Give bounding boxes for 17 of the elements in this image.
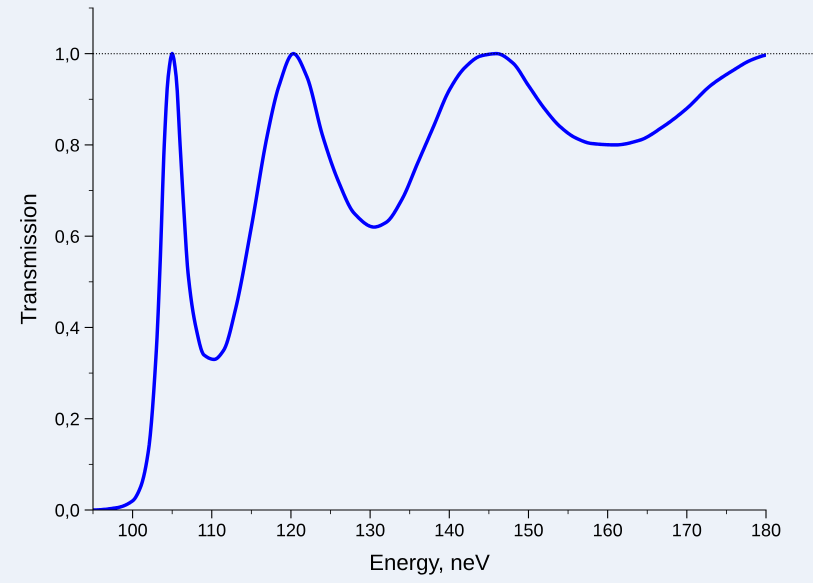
x-tick-label: 100	[118, 524, 147, 536]
x-tick-label: 160	[594, 524, 622, 536]
y-tick-label: 0,0	[55, 504, 80, 519]
x-tick-label: 150	[514, 524, 543, 536]
x-tick-label: 140	[436, 524, 464, 536]
x-tick-label: 110	[198, 524, 226, 536]
x-tick-label: 180	[752, 524, 780, 536]
y-tick-label: 0,2	[55, 412, 79, 428]
x-tick-label: 130	[356, 524, 384, 536]
x-tick-label: 170	[673, 524, 702, 536]
y-tick-label: 0,4	[55, 321, 80, 336]
y-tick-label: 0,6	[55, 230, 80, 246]
y-axis-title: Transmission	[20, 194, 36, 324]
y-tick-label: 0,8	[55, 138, 80, 154]
x-axis-title: Energy, neV	[370, 554, 490, 575]
x-tick-label: 120	[277, 524, 306, 536]
y-tick-label: 1,0	[56, 48, 80, 62]
